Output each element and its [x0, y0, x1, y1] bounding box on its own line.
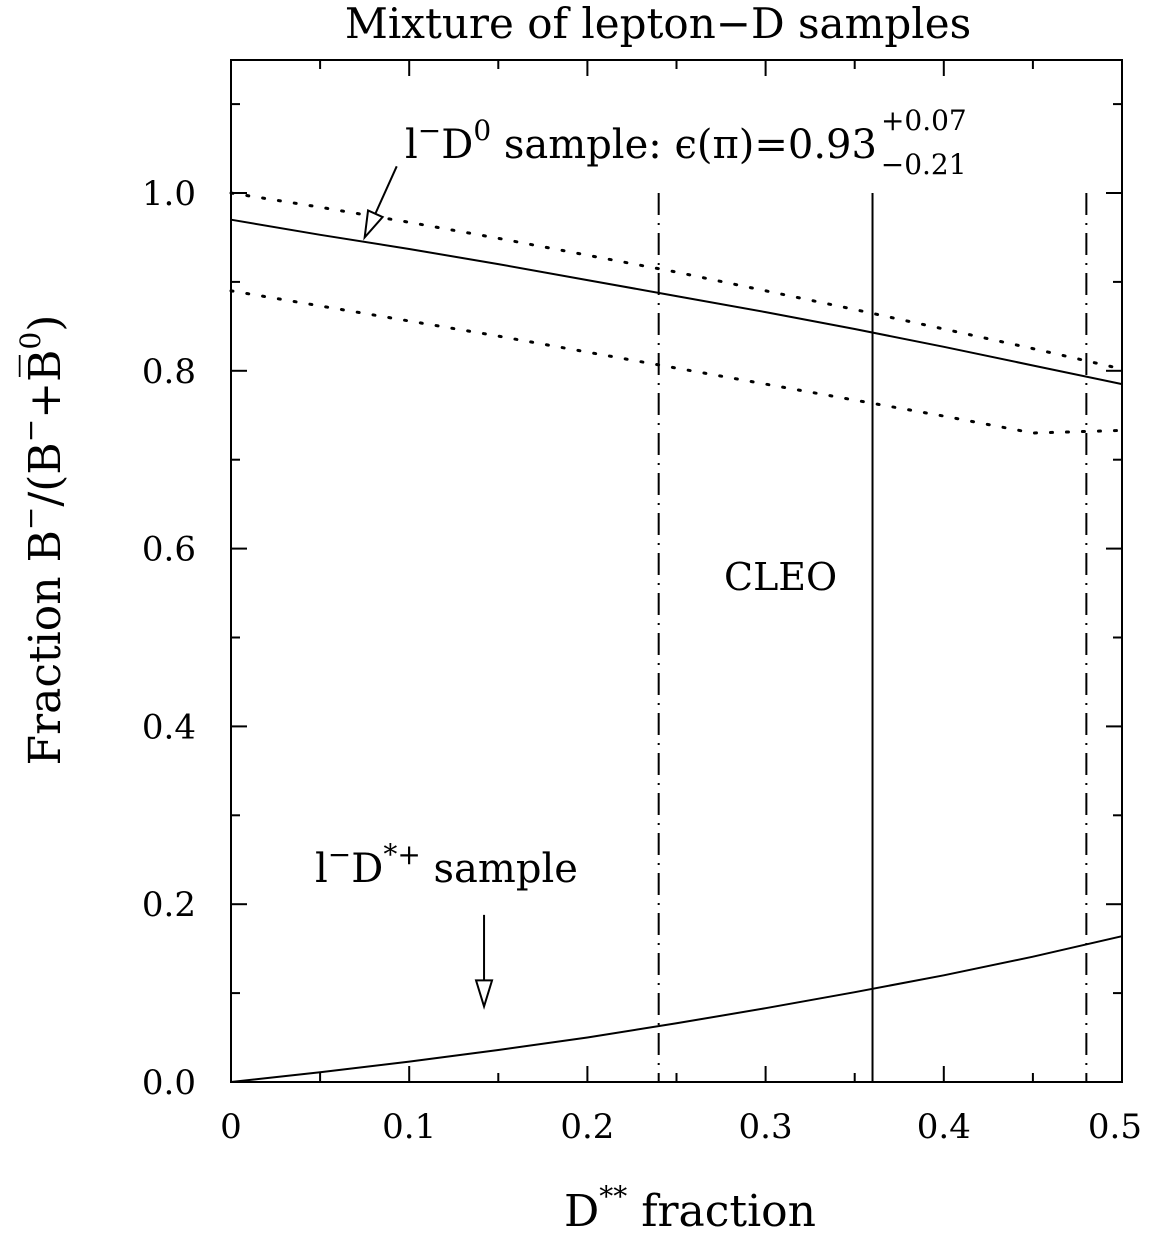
y-tick-label: 0.2 [142, 885, 196, 925]
chart-title: Mixture of lepton−D samples [345, 0, 971, 48]
series-line-3 [230, 935, 1123, 1083]
annotation-cleo: CLEO [724, 555, 837, 599]
y-tick-label: 0.4 [142, 707, 196, 747]
series-group [229, 191, 1124, 1083]
y-axis-label: Fraction B−/(B−+B̅0) [14, 315, 71, 766]
y-tick-labels: 0.0 0.2 0.4 0.6 0.8 1.0 [142, 174, 196, 1103]
series-line-1 [229, 191, 1124, 371]
arrow-shaft [374, 165, 398, 215]
y-tick-label: 0.6 [142, 530, 196, 570]
y-tick-label: 0.8 [142, 352, 196, 392]
axis-ticks [230, 60, 1123, 1083]
x-tick-label: 0.3 [739, 1107, 793, 1147]
arrow-head [474, 979, 494, 1010]
vertical-lines [657, 193, 1088, 1082]
series-line-0 [230, 218, 1123, 386]
series-line-2 [229, 289, 1124, 435]
arrows-group [363, 165, 494, 1010]
x-tick-label: 0.1 [382, 1107, 436, 1147]
y-tick-label: 1.0 [142, 174, 196, 214]
x-tick-label: 0.5 [1088, 1107, 1142, 1147]
x-axis-label: D** fraction [564, 1180, 816, 1237]
arrow-head [363, 208, 385, 241]
annotation-d0: l−D0 sample: ϵ(π)=0.93+0.07 −0.21 [405, 104, 967, 181]
y-tick-label: 0.0 [142, 1063, 196, 1103]
plot-frame [230, 59, 1123, 1083]
annotation-dstar: l−D*+ sample [315, 838, 578, 892]
x-tick-label: 0.4 [917, 1107, 971, 1147]
x-tick-labels: 0 0.1 0.2 0.3 0.4 0.5 [220, 1107, 1142, 1147]
x-tick-label: 0 [220, 1107, 242, 1147]
x-tick-label: 0.2 [560, 1107, 614, 1147]
